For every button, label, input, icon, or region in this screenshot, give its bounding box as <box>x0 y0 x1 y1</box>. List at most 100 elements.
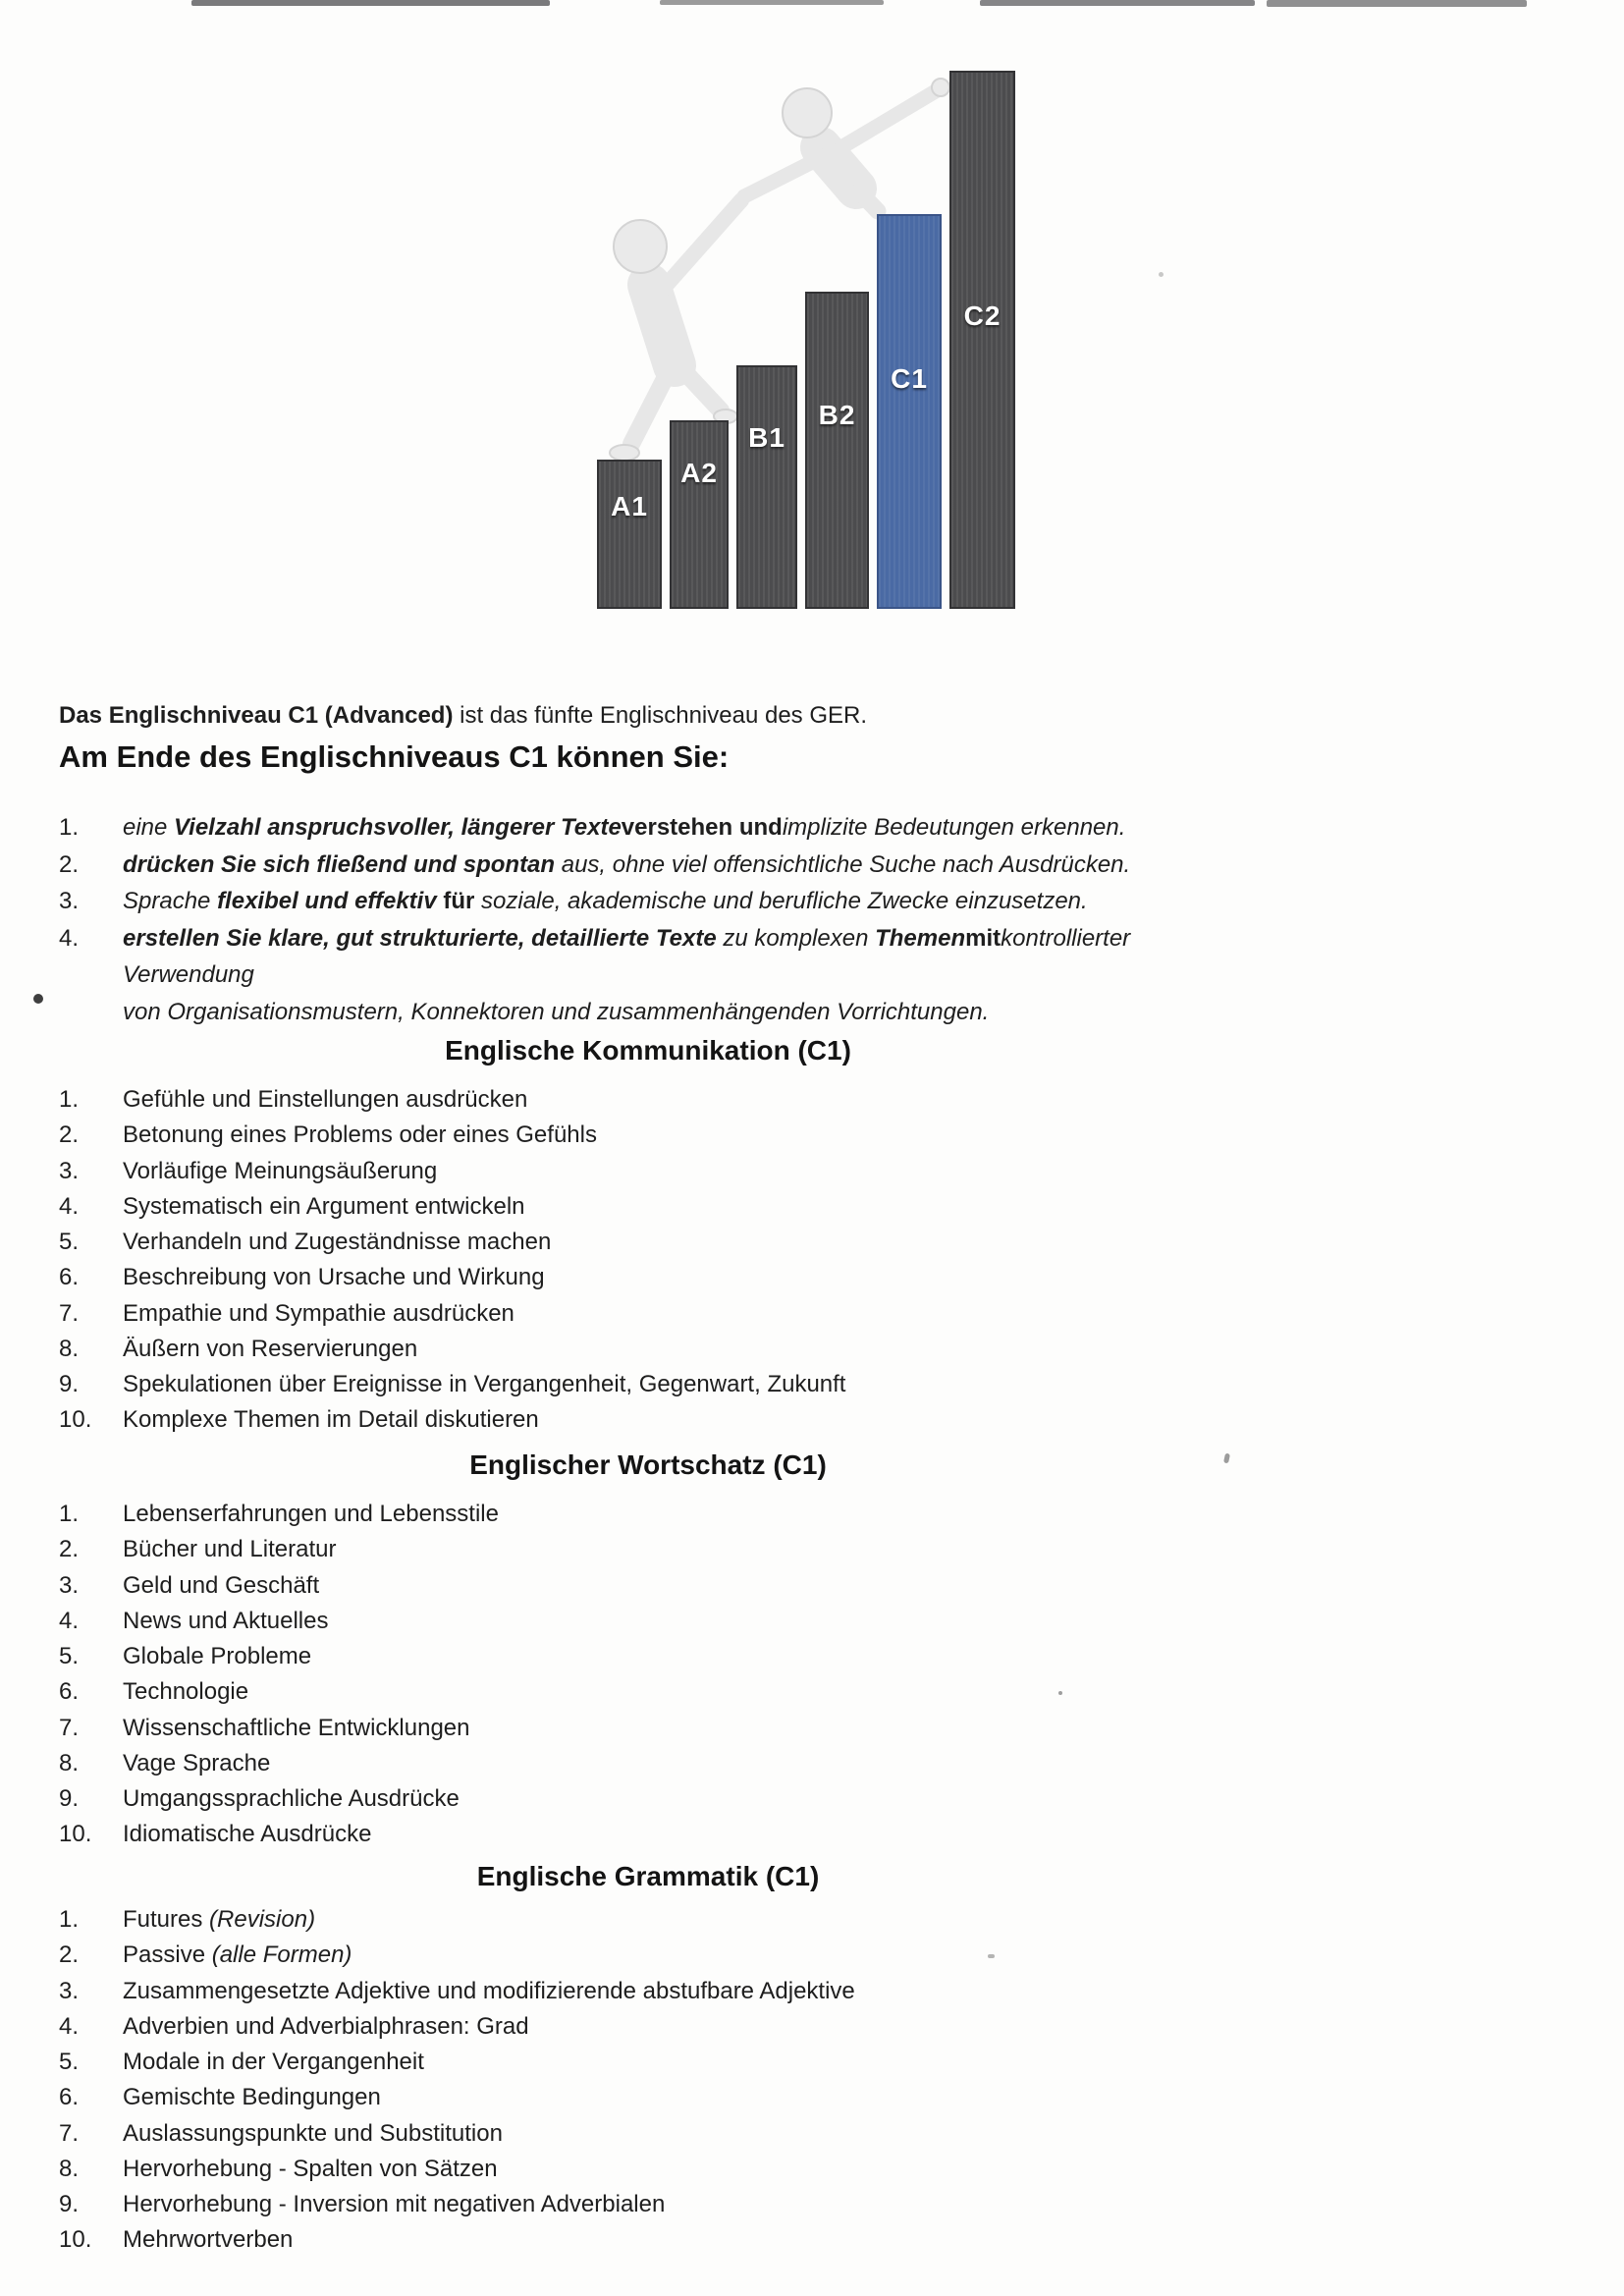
item-number: 1. <box>59 1086 80 1113</box>
intro-regular-text: ist das fünfte Englischniveau des GER. <box>453 702 868 729</box>
intro-bold-text: Das Englischniveau C1 (Advanced) <box>59 702 454 729</box>
text-segment: drücken Sie sich fließend und spontan <box>123 850 556 878</box>
item-text: Gemischte Bedingungen <box>123 2084 381 2111</box>
item-text: Technologie <box>123 1678 249 1706</box>
list-item: 10. Idiomatische Ausdrücke <box>59 1817 1247 1852</box>
item-line: von Organisationsmustern, Konnektoren un… <box>123 994 1247 1031</box>
list-item: 2. Passive (alle Formen) <box>59 1938 1247 1973</box>
level-bar-label: C2 <box>963 301 1001 331</box>
list-item: 1. Gefühle und Einstellungen ausdrücken <box>59 1082 1247 1118</box>
item-number: 4. <box>59 924 80 952</box>
section-list: 1. Gefühle und Einstellungen ausdrücken 2.… <box>59 1082 1247 1439</box>
level-bar-c1-highlighted: C1 <box>877 214 942 609</box>
level-bar-a2: A2 <box>670 420 729 609</box>
text-segment: erstellen Sie klare, gut strukturierte, … <box>123 924 717 952</box>
item-text: Idiomatische Ausdrücke <box>123 1821 372 1848</box>
text-segment: Sprache <box>123 888 218 914</box>
list-item: 4. Systematisch ein Argument entwickeln <box>59 1189 1247 1225</box>
item-text: Wissenschaftliche Entwicklungen <box>123 1714 470 1741</box>
item-text: Geld und Geschäft <box>123 1571 320 1599</box>
item-number: 9. <box>59 1785 80 1812</box>
item-number: 8. <box>59 2155 80 2182</box>
text-segment: implizite Bedeutungen erkennen. <box>782 814 1126 841</box>
list-item: 4. Adverbien und Adverbialphrasen: Grad <box>59 2009 1247 2045</box>
text-segment: aus, ohne viel offensichtliche Suche nac… <box>555 850 1131 878</box>
item-number: 8. <box>59 1335 80 1362</box>
text-segment: eine <box>123 814 175 841</box>
item-number: 5. <box>59 1229 80 1255</box>
text-segment: zu komplexen <box>716 924 876 952</box>
list-item: 3. Sprache flexibel und effektiv für sozi… <box>59 883 1247 920</box>
item-number: 6. <box>59 2084 80 2111</box>
can-do-list: 1. eine Vielzahl anspruchsvoller, längere… <box>59 809 1247 1030</box>
list-item: 4. erstellen Sie klare, gut strukturierte… <box>59 920 1247 1031</box>
item-number: 8. <box>59 1749 80 1777</box>
level-bar-label: B1 <box>748 422 785 453</box>
list-item: 1. eine Vielzahl anspruchsvoller, längere… <box>59 809 1247 847</box>
list-item: 3. Vorläufige Meinungsäußerung <box>59 1154 1247 1189</box>
item-text: Hervorhebung - Inversion mit negativen A… <box>123 2191 666 2217</box>
item-number: 2. <box>59 1121 80 1149</box>
item-number: 1. <box>59 1906 80 1933</box>
section-title: Englischer Wortschatz (C1) <box>469 1449 827 1480</box>
scan-artifact <box>1058 1691 1062 1695</box>
cefr-level-bars: A1 A2 B1 B2 C1 C2 <box>597 71 1019 609</box>
section-list: 1. Futures (Revision) 2. Passive (alle Form… <box>59 1902 1247 2259</box>
intro-line: Das Englischniveau C1 (Advanced) ist das… <box>59 701 1237 731</box>
item-text: News und Aktuelles <box>123 1607 329 1634</box>
list-item: 6. Gemischte Bedingungen <box>59 2080 1247 2115</box>
item-line: drücken Sie sich fließend und spontan au… <box>123 847 1247 884</box>
item-number: 7. <box>59 2119 80 2147</box>
list-item: 3. Zusammengesetzte Adjektive und modifiz… <box>59 1974 1247 2009</box>
item-text: Adverbien und Adverbialphrasen: Grad <box>123 2012 529 2040</box>
list-item: 5. Modale in der Vergangenheit <box>59 2045 1247 2080</box>
item-text: Modale in der Vergangenheit <box>123 2049 424 2075</box>
list-item: 8. Vage Sprache <box>59 1746 1247 1781</box>
list-item: 4. News und Aktuelles <box>59 1604 1247 1639</box>
item-number: 10. <box>59 1821 92 1848</box>
scan-artifact <box>1267 0 1527 7</box>
list-item: 3. Geld und Geschäft <box>59 1568 1247 1604</box>
item-text: Auslassungspunkte und Substitution <box>123 2119 503 2147</box>
item-text: Bücher und Literatur <box>123 1536 337 1563</box>
text-segment: soziale, akademische und berufliche Zwec… <box>481 888 1088 914</box>
item-text: Systematisch ein Argument entwickeln <box>123 1192 525 1220</box>
list-item: 2. drücken Sie sich fließend und spontan … <box>59 847 1247 884</box>
list-item: 2. Bücher und Literatur <box>59 1532 1247 1567</box>
item-number: 4. <box>59 2012 80 2040</box>
text-segment: von Organisationsmustern, Konnektoren un… <box>123 998 990 1025</box>
item-text: Futures <box>123 1906 210 1933</box>
level-bar-b2: B2 <box>805 292 869 609</box>
list-item: 8. Hervorhebung - Spalten von Sätzen <box>59 2152 1247 2187</box>
text-segment: kontrollierter Verwendung <box>123 924 1131 989</box>
list-item: 6. Beschreibung von Ursache und Wirkung <box>59 1260 1247 1295</box>
list-item: 7. Empathie und Sympathie ausdrücken <box>59 1296 1247 1332</box>
item-number: 9. <box>59 1371 80 1397</box>
section-list: 1. Lebenserfahrungen und Lebensstile 2. Büc… <box>59 1497 1247 1853</box>
list-item: 9. Spekulationen über Ereignisse in Verga… <box>59 1367 1247 1402</box>
item-text: Vage Sprache <box>123 1749 271 1777</box>
item-number: 9. <box>59 2191 80 2217</box>
item-number: 1. <box>59 1501 80 1527</box>
item-text: Spekulationen über Ereignisse in Vergang… <box>123 1371 846 1397</box>
level-bar-a1: A1 <box>597 460 662 609</box>
text-segment: flexibel und effektiv <box>217 888 437 914</box>
item-text: Mehrwortverben <box>123 2226 294 2254</box>
item-text: Vorläufige Meinungsäußerung <box>123 1157 438 1184</box>
item-number: 10. <box>59 1406 92 1434</box>
item-text-italic: (Revision) <box>209 1906 316 1933</box>
item-text: Globale Probleme <box>123 1643 312 1669</box>
list-item: 10. Mehrwortverben <box>59 2222 1247 2258</box>
item-text: Äußern von Reservierungen <box>123 1335 418 1362</box>
item-text: Komplexe Themen im Detail diskutieren <box>123 1406 539 1434</box>
item-number: 7. <box>59 1714 80 1741</box>
list-item: 9. Umgangssprachliche Ausdrücke <box>59 1781 1247 1817</box>
item-number: 2. <box>59 850 80 878</box>
item-number: 4. <box>59 1607 80 1634</box>
level-bar-label: C1 <box>891 363 928 394</box>
scan-artifact <box>191 0 550 6</box>
list-item: 8. Äußern von Reservierungen <box>59 1332 1247 1367</box>
scan-artifact <box>1159 272 1164 277</box>
item-text: Lebenserfahrungen und Lebensstile <box>123 1501 499 1527</box>
